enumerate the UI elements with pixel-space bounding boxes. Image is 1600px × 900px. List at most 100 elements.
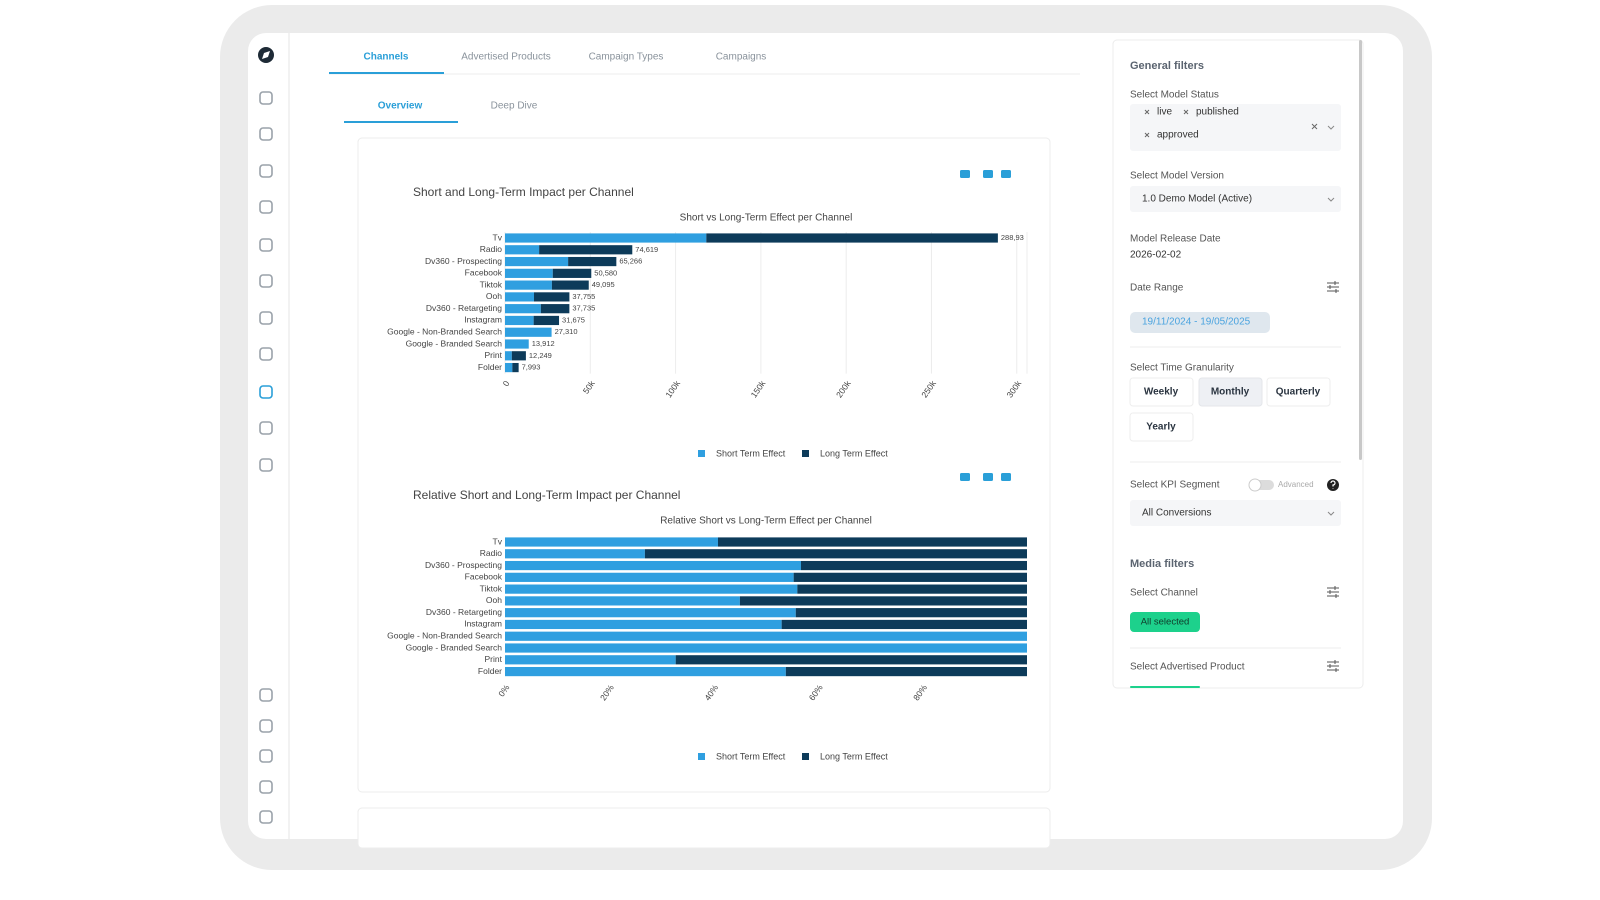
option-button[interactable]: [1129, 377, 1194, 407]
chart-card: [357, 807, 1051, 849]
nav-icon[interactable]: [259, 311, 273, 325]
bar-segment: [800, 560, 1027, 571]
y-tick-label: Dv360 - Retargeting: [426, 303, 502, 313]
legend-swatch[interactable]: [802, 450, 809, 457]
y-tick-label: Facebook: [465, 268, 503, 278]
legend-label[interactable]: Short Term Effect: [716, 448, 786, 458]
nav-icon[interactable]: [259, 127, 273, 141]
y-tick-label: Print: [485, 654, 503, 664]
toolbar-icon[interactable]: [1001, 170, 1011, 178]
y-tick-label: Folder: [478, 666, 502, 676]
toolbar-icon[interactable]: [983, 170, 993, 178]
option-label: Weekly: [1144, 387, 1179, 398]
filter-label: Select Advertised Product: [1130, 662, 1245, 673]
nav-icon[interactable]: [259, 91, 273, 105]
total-label: 27,310: [555, 327, 578, 336]
option-button[interactable]: [1129, 412, 1194, 442]
bar-segment: [505, 315, 534, 326]
settings-icon[interactable]: [1327, 281, 1339, 293]
nav-icon[interactable]: [259, 274, 273, 288]
nav-icon[interactable]: [259, 200, 273, 214]
card-title: Relative Short and Long-Term Impact per …: [413, 488, 680, 502]
help-glyph: [1330, 480, 1336, 489]
select[interactable]: [1130, 186, 1341, 212]
charts: Short and Long-Term Impact per Channel Sh…: [387, 170, 1028, 761]
chip: approved: [1157, 130, 1199, 141]
caret: [1327, 125, 1335, 130]
tabs: Channels Advertised Products Campaign Ty…: [329, 52, 1080, 123]
filter-label: Select Time Granularity: [1130, 363, 1234, 374]
nav-icon[interactable]: [259, 421, 273, 435]
option-button[interactable]: [1198, 377, 1263, 407]
nav-icon[interactable]: [259, 719, 273, 733]
bar-segment: [505, 256, 569, 267]
bar-segment: [797, 584, 1027, 594]
y-tick-label: Tv: [493, 232, 503, 242]
remove-icons[interactable]: [1144, 109, 1318, 138]
subtab[interactable]: Overview: [378, 101, 423, 112]
tab[interactable]: Channels: [363, 52, 408, 63]
total-label: 7,993: [522, 363, 541, 372]
toolbar-icon[interactable]: [1001, 473, 1011, 481]
chip: published: [1196, 107, 1239, 118]
total-label: 13,912: [532, 339, 555, 348]
y-tick-label: Facebook: [465, 572, 503, 582]
nav-icon[interactable]: [259, 238, 273, 252]
bar-segment: [717, 537, 1027, 547]
bar-segment: [505, 608, 796, 618]
option-button[interactable]: [1266, 377, 1331, 407]
nav-icon[interactable]: [259, 458, 273, 472]
multiselect[interactable]: [1130, 104, 1341, 151]
tab[interactable]: Campaigns: [716, 52, 767, 63]
y-tick-label: Print: [485, 350, 503, 360]
bar-segment: [505, 362, 513, 373]
bar-segment: [534, 292, 570, 302]
scrollbar[interactable]: [1359, 40, 1362, 460]
section-title: Media filters: [1130, 558, 1194, 570]
channel-pill[interactable]: [1130, 612, 1200, 632]
nav-icon[interactable]: [259, 385, 273, 399]
y-tick-label: Tiktok: [480, 583, 503, 593]
nav-icon[interactable]: [259, 347, 273, 361]
tab[interactable]: Advertised Products: [461, 52, 551, 63]
nav-icon[interactable]: [259, 810, 273, 824]
nav-icon[interactable]: [259, 749, 273, 763]
subtab[interactable]: Deep Dive: [491, 101, 538, 112]
y-tick-label: Google - Non-Branded Search: [387, 326, 502, 336]
legend-label[interactable]: Long Term Effect: [820, 448, 888, 458]
select[interactable]: [1130, 500, 1341, 526]
y-tick-label: Instagram: [464, 315, 502, 325]
nav-icon[interactable]: [259, 780, 273, 794]
bar-segment: [505, 631, 1027, 641]
sidebar-nav: [259, 91, 273, 824]
channel-value: All selected: [1141, 617, 1190, 628]
total-label: 37,735: [572, 304, 595, 313]
bar-segment: [505, 304, 541, 314]
bar-segment: [505, 572, 794, 582]
tab[interactable]: Campaign Types: [589, 52, 664, 63]
legend-label[interactable]: Long Term Effect: [820, 751, 888, 761]
toolbar-icon[interactable]: [960, 473, 970, 481]
settings-icon[interactable]: [1327, 660, 1339, 672]
toolbar-icon[interactable]: [983, 473, 993, 481]
bar-segment: [540, 304, 570, 314]
y-tick-label: Google - Branded Search: [406, 642, 503, 652]
bar-segment: [505, 268, 553, 278]
bar-segment: [505, 584, 798, 594]
settings-icon[interactable]: [1327, 586, 1339, 598]
product-pill[interactable]: [1130, 686, 1200, 688]
nav-icon[interactable]: [259, 688, 273, 702]
bar-segment: [505, 596, 740, 606]
y-tick-label: Google - Branded Search: [406, 338, 503, 348]
nav-icon[interactable]: [259, 164, 273, 178]
bar-segment: [739, 596, 1027, 606]
y-tick-label: Dv360 - Prospecting: [425, 560, 502, 570]
legend-swatch[interactable]: [698, 753, 705, 760]
legend-swatch[interactable]: [802, 753, 809, 760]
toolbar-icon[interactable]: [960, 170, 970, 178]
legend-label[interactable]: Short Term Effect: [716, 751, 786, 761]
date-pill[interactable]: [1130, 312, 1270, 333]
legend-swatch[interactable]: [698, 450, 705, 457]
filter-label: Select KPI Segment: [1130, 480, 1220, 491]
y-tick-label: Tiktok: [480, 279, 503, 289]
